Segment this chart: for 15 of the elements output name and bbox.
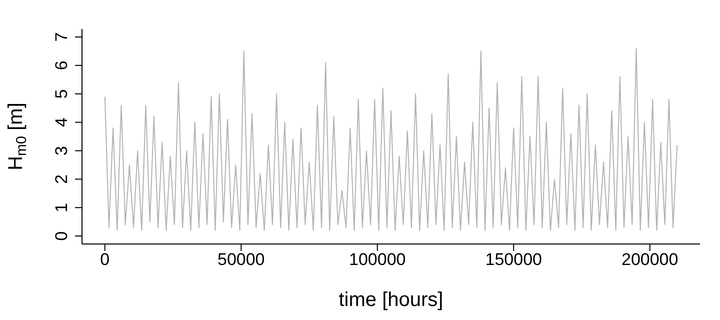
y-tick-label: 5 (52, 89, 71, 99)
y-tick-label: 2 (52, 174, 71, 184)
y-tick-label: 0 (52, 231, 71, 241)
x-tick-label: 150000 (485, 250, 542, 270)
y-tick-label: 7 (52, 32, 71, 42)
x-tick-label: 200000 (621, 250, 678, 270)
x-axis-title: time [hours] (338, 289, 444, 311)
y-tick-label: 1 (52, 202, 71, 212)
x-tick-label: 100000 (349, 250, 406, 270)
x-tick-label: 50000 (217, 250, 265, 270)
y-tick-label: 6 (52, 60, 71, 70)
y-tick-label: 4 (52, 118, 71, 128)
x-tick-label: 0 (100, 250, 110, 270)
line-series (104, 48, 678, 231)
y-tick-label: 3 (52, 146, 71, 156)
